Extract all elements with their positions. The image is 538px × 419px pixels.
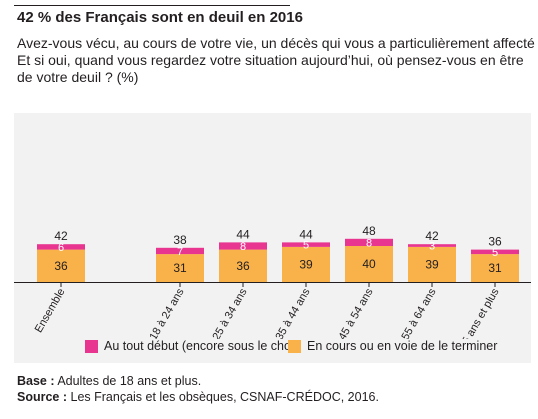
subtitle-line: de votre deuil ? (%) — [17, 69, 139, 85]
x-tick-label: Ensemble — [33, 287, 68, 335]
bar-value-label-debut: 6 — [58, 242, 64, 254]
chart-panel: 36 6 42 Ensemble 31 7 38 18 à 24 ans 36 8 44 25 à 3… — [14, 113, 531, 363]
bar-total-label: 48 — [362, 224, 376, 238]
footnote-source-text: Les Français et les obsèques, CSNAF-CRÉD… — [67, 390, 379, 404]
legend-swatch-debut — [85, 339, 98, 353]
bar-value-label-en-cours: 39 — [299, 257, 313, 271]
subtitle-line: Et si oui, quand vous regardez votre sit… — [17, 52, 524, 68]
bar-value-label-debut: 8 — [366, 237, 372, 249]
bar-segment-en-cours — [345, 246, 393, 282]
bar-value-label-en-cours: 31 — [173, 261, 187, 275]
x-tick-label: 65 ans et plus — [457, 286, 502, 339]
bar-total-label: 44 — [299, 227, 313, 241]
bar-segment-debut — [219, 242, 267, 250]
bar-total-label: 42 — [425, 229, 439, 243]
legend: Au tout début (encore sous le choc) En c… — [14, 339, 531, 359]
bar-value-label-en-cours: 36 — [236, 259, 250, 273]
legend-label-en-cours: En cours ou en voie de le terminer — [307, 339, 498, 353]
bar-segment-debut — [156, 247, 204, 255]
subtitle-line: Avez-vous vécu, au cours de votre vie, u… — [17, 35, 538, 51]
bar-total-label: 44 — [236, 227, 250, 241]
bar-segment-en-cours — [219, 249, 267, 282]
bar-segment-en-cours — [156, 254, 204, 282]
x-tick-label: 18 à 24 ans — [147, 286, 186, 339]
bar-segment-debut — [408, 244, 456, 247]
bar-segment-en-cours — [471, 254, 519, 282]
footnote-base-key: Base : — [17, 374, 55, 388]
bar-value-label-en-cours: 39 — [425, 257, 439, 271]
bar-segment-debut — [37, 244, 85, 250]
footnote-base: Base : Adultes de 18 ans et plus. — [17, 373, 379, 389]
footnote-source: Source : Les Français et les obsèques, C… — [17, 389, 379, 405]
bar-segment-en-cours — [37, 249, 85, 282]
bar-segment-en-cours — [282, 246, 330, 282]
bar-segment-en-cours — [408, 246, 456, 282]
footnote: Base : Adultes de 18 ans et plus. Source… — [17, 373, 379, 405]
legend-item-debut: Au tout début (encore sous le choc) — [85, 339, 301, 353]
footnote-source-key: Source : — [17, 390, 68, 404]
legend-item-en-cours: En cours ou en voie de le terminer — [288, 339, 497, 353]
bar-segment-debut — [471, 249, 519, 255]
bar-total-label: 38 — [173, 233, 187, 247]
bar-value-label-en-cours: 31 — [488, 261, 502, 275]
bar-value-label-debut: 3 — [429, 241, 435, 253]
bar-value-label-debut: 5 — [492, 247, 498, 259]
bar-value-label-debut: 8 — [240, 241, 246, 253]
x-tick-label: 45 à 54 ans — [336, 286, 375, 339]
x-tick-label: 25 à 34 ans — [210, 286, 249, 339]
bar-segment-debut — [282, 242, 330, 247]
bar-segment-debut — [345, 238, 393, 246]
chart-subtitle: Avez-vous vécu, au cours de votre vie, u… — [17, 35, 538, 86]
bar-value-label-debut: 5 — [303, 240, 309, 252]
footnote-base-text: Adultes de 18 ans et plus. — [54, 374, 202, 388]
chart-title: 42 % des Français sont en deuil en 2016 — [17, 9, 303, 26]
bar-value-label-debut: 7 — [177, 246, 183, 258]
x-tick-label: 55 à 64 ans — [399, 286, 438, 339]
legend-swatch-en-cours — [288, 339, 301, 353]
legend-label-debut: Au tout début (encore sous le choc) — [104, 339, 302, 353]
bar-total-label: 42 — [54, 229, 68, 243]
title-rule — [14, 5, 290, 6]
bar-total-label: 36 — [488, 235, 502, 249]
bar-value-label-en-cours: 40 — [362, 257, 376, 271]
x-tick-label: 35 à 44 ans — [273, 286, 312, 339]
bar-value-label-en-cours: 36 — [54, 259, 68, 273]
